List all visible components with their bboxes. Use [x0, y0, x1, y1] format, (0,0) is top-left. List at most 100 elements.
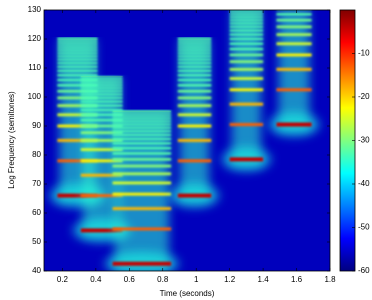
harmonic — [57, 89, 98, 93]
fundamental — [80, 228, 123, 233]
harmonics — [57, 37, 98, 198]
harmonic — [177, 39, 212, 42]
harmonic — [57, 65, 98, 68]
harmonic — [80, 76, 123, 79]
colorbar-tick-label: -30 — [358, 136, 370, 145]
harmonic — [80, 84, 123, 87]
harmonic — [57, 41, 98, 44]
harmonic — [177, 41, 212, 44]
harmonic — [112, 123, 172, 126]
harmonic — [80, 148, 123, 151]
y-tick-label: 50 — [32, 237, 41, 246]
y-tick-label: 130 — [28, 5, 42, 14]
harmonic — [177, 44, 212, 46]
harmonic — [57, 84, 98, 87]
harmonics — [80, 76, 123, 233]
harmonic — [112, 110, 172, 112]
harmonic — [229, 77, 264, 80]
harmonic — [177, 104, 212, 108]
harmonic — [276, 42, 312, 46]
x-tick-label: 1 — [194, 275, 199, 284]
harmonic — [80, 173, 123, 177]
harmonic — [112, 164, 172, 168]
harmonic — [229, 25, 264, 28]
colorbar-tick-label: -10 — [358, 49, 370, 58]
harmonics — [229, 10, 264, 162]
harmonic — [177, 46, 212, 49]
y-tick-label: 70 — [32, 179, 41, 188]
harmonic — [229, 10, 264, 13]
harmonic — [177, 113, 212, 117]
x-axis-label: Time (seconds) — [160, 289, 215, 298]
harmonic — [112, 126, 172, 129]
harmonic — [177, 55, 212, 58]
x-tick-label: 0.8 — [157, 275, 169, 284]
harmonic — [57, 74, 98, 77]
harmonic — [229, 123, 264, 127]
x-tick-label: 0.2 — [57, 275, 69, 284]
harmonic — [57, 37, 98, 39]
harmonic — [80, 104, 123, 107]
harmonic — [229, 22, 264, 25]
harmonic — [229, 37, 264, 41]
harmonic — [177, 52, 212, 55]
harmonic — [80, 159, 123, 163]
harmonic — [276, 18, 312, 22]
harmonic — [112, 192, 172, 196]
y-tick-label: 100 — [28, 92, 42, 101]
harmonic — [229, 19, 264, 22]
harmonic — [229, 16, 264, 19]
fundamental — [177, 193, 212, 198]
harmonic — [112, 130, 172, 133]
colorbar-tick-label: -20 — [358, 92, 370, 101]
harmonic — [276, 88, 312, 92]
harmonic — [112, 207, 172, 211]
harmonic — [80, 93, 123, 96]
note — [104, 110, 180, 271]
harmonic — [112, 142, 172, 145]
harmonic — [177, 159, 212, 163]
harmonic — [229, 53, 264, 57]
harmonic — [112, 115, 172, 117]
note — [268, 10, 320, 137]
harmonic — [112, 227, 172, 231]
harmonic — [57, 78, 98, 82]
x-tick-label: 0.6 — [124, 275, 136, 284]
harmonic — [229, 88, 264, 92]
harmonic — [57, 52, 98, 55]
harmonic — [112, 120, 172, 123]
harmonic — [276, 33, 312, 36]
harmonic — [229, 13, 264, 16]
harmonic — [177, 78, 212, 82]
harmonic — [57, 159, 98, 163]
harmonic — [80, 124, 123, 128]
y-axis-label: Log Frequency (semitones) — [7, 91, 16, 189]
fundamental — [57, 193, 98, 198]
harmonics — [177, 37, 212, 198]
harmonics — [276, 10, 312, 127]
harmonic — [276, 25, 312, 29]
harmonic — [80, 81, 123, 84]
harmonic — [57, 69, 98, 72]
harmonic — [112, 133, 172, 137]
y-tick-label: 90 — [32, 121, 41, 130]
harmonic — [80, 131, 123, 135]
x-tick-label: 1.2 — [224, 275, 236, 284]
harmonic — [80, 100, 123, 103]
harmonic — [177, 96, 212, 100]
y-tick-label: 40 — [32, 266, 41, 275]
harmonic — [177, 58, 212, 61]
x-tick-label: 1.6 — [291, 275, 303, 284]
harmonic — [80, 118, 123, 122]
harmonic — [57, 49, 98, 52]
harmonic — [229, 47, 264, 51]
harmonic — [57, 58, 98, 61]
harmonic — [177, 69, 212, 72]
harmonic — [229, 33, 264, 36]
harmonic — [80, 194, 123, 198]
harmonic — [276, 53, 312, 57]
harmonic — [80, 87, 123, 90]
harmonic — [80, 96, 123, 99]
harmonic — [57, 39, 98, 42]
